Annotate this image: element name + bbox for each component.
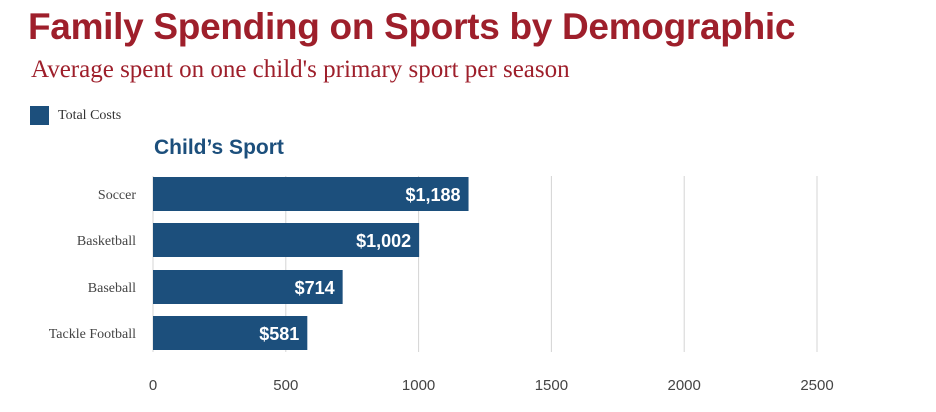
category-label: Baseball <box>88 281 136 296</box>
legend-label: Total Costs <box>58 107 122 123</box>
x-tick-label: 0 <box>149 377 157 394</box>
category-label: Basketball <box>77 234 136 249</box>
bar <box>153 223 420 257</box>
data-label: $581 <box>259 324 299 344</box>
x-tick-label: 2000 <box>668 377 701 394</box>
x-tick-label: 1500 <box>535 377 568 394</box>
category-axis-title: Child’s Sport <box>154 136 284 159</box>
category-label: Soccer <box>98 188 136 203</box>
bar <box>153 316 308 350</box>
data-label: $714 <box>295 278 335 298</box>
data-label: $1,188 <box>405 185 460 205</box>
x-tick-label: 2500 <box>800 377 833 394</box>
chart-title: Family Spending on Sports by Demographic <box>28 6 796 47</box>
legend-swatch <box>30 106 49 125</box>
bar <box>153 177 469 211</box>
x-tick-label: 500 <box>273 377 298 394</box>
chart-subtitle: Average spent on one child's primary spo… <box>31 56 570 83</box>
x-tick-label: 1000 <box>402 377 435 394</box>
category-label: Tackle Football <box>49 327 136 342</box>
bar <box>153 270 343 304</box>
data-label: $1,002 <box>356 231 411 251</box>
legend: Total Costs <box>30 106 121 125</box>
